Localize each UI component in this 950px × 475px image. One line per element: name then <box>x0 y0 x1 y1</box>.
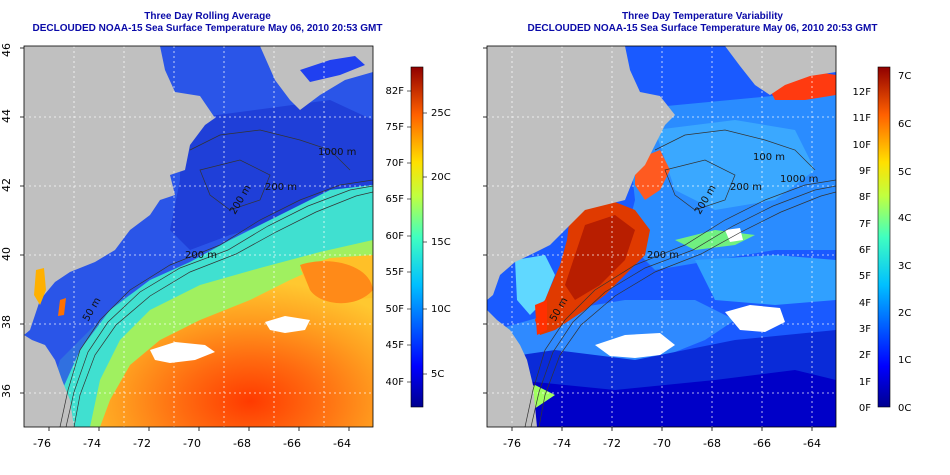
contour-label: 1000 m <box>318 147 356 158</box>
sst-variability-map: 50 m 200 m 200 m 200 m 100 m 1000 m 36 3… <box>475 43 911 450</box>
panel-title: Three Day Rolling Average <box>144 11 271 22</box>
lon-label: -66 <box>753 437 771 450</box>
lat-label: 42 <box>475 178 476 192</box>
colorbar-label-c: 7C <box>898 71 911 82</box>
lon-axis: -76 -74 -72 -70 -68 -66 -64 <box>33 427 351 450</box>
contour-label: 1000 m <box>780 174 818 185</box>
lat-label: 40 <box>0 247 13 261</box>
sst-average-panel: Three Day Rolling Average DECLOUDED NOAA… <box>0 11 451 450</box>
lat-label: 38 <box>475 315 476 329</box>
lat-label: 40 <box>475 247 476 261</box>
colorbar-label-f: 40F <box>386 377 405 388</box>
colorbar-label-c: 25C <box>431 108 451 119</box>
colorbar-label-f: 10F <box>853 140 872 151</box>
sst-average-map: 50 m 200 m 200 m 200 m 1000 m 36 38 40 4… <box>0 43 451 450</box>
lat-label: 36 <box>475 384 476 398</box>
colorbar-label-f: 7F <box>859 219 871 230</box>
lat-label: 46 <box>475 43 476 57</box>
colorbar-label-c: 1C <box>898 355 911 366</box>
lon-label: -76 <box>503 437 521 450</box>
colorbar-label-f: 3F <box>859 324 871 335</box>
lon-label: -74 <box>553 437 571 450</box>
lat-axis: 36 38 40 42 44 46 <box>0 43 24 398</box>
lat-label: 38 <box>0 315 13 329</box>
colorbar-label-f: 55F <box>386 267 405 278</box>
colorbar-label-f: 82F <box>386 86 405 97</box>
panel-subtitle: DECLOUDED NOAA-15 Sea Surface Temperatur… <box>527 23 878 34</box>
colorbar-label-c: 3C <box>898 261 911 272</box>
colorbar-label-c: 10C <box>431 304 451 315</box>
lon-label: -70 <box>183 437 201 450</box>
colorbar-label-c: 5C <box>431 369 444 380</box>
lon-label: -64 <box>803 437 821 450</box>
panel-subtitle: DECLOUDED NOAA-15 Sea Surface Temperatur… <box>32 23 383 34</box>
colorbar-label-f: 60F <box>386 231 405 242</box>
colorbar-label-c: 15C <box>431 237 451 248</box>
lat-axis: 36 38 40 42 44 46 <box>475 43 487 398</box>
colorbar-label-c: 20C <box>431 172 451 183</box>
colorbar-label-f: 6F <box>859 245 871 256</box>
lon-label: -68 <box>233 437 251 450</box>
colorbar: 82F 75F 70F 65F 60F 55F 50F 45F 40F 25C … <box>386 66 451 408</box>
lon-label: -68 <box>703 437 721 450</box>
colorbar-label-f: 2F <box>859 350 871 361</box>
colorbar: 12F 11F 10F 9F 8F 7F 6F 5F 4F 3F 2F 1F 0… <box>853 66 911 414</box>
lat-label: 42 <box>0 178 13 192</box>
lon-axis: -76 -74 -72 -70 -68 -66 -64 <box>503 427 821 450</box>
colorbar-label-f: 5F <box>859 271 871 282</box>
sst-variability-panel: Three Day Temperature Variability DECLOU… <box>475 0 950 475</box>
panel-title: Three Day Temperature Variability <box>622 11 783 22</box>
colorbar-label-f: 45F <box>386 340 405 351</box>
colorbar-label-f: 8F <box>859 192 871 203</box>
colorbar-label-c: 2C <box>898 308 911 319</box>
lon-label: -72 <box>603 437 621 450</box>
colorbar-label-f: 70F <box>386 158 405 169</box>
lon-label: -66 <box>283 437 301 450</box>
lat-label: 36 <box>0 384 13 398</box>
lat-label: 44 <box>0 109 13 123</box>
colorbar-label-f: 11F <box>853 113 872 124</box>
map-area <box>24 46 373 427</box>
colorbar-label-f: 12F <box>853 87 872 98</box>
lat-label: 46 <box>0 43 13 57</box>
lon-label: -70 <box>653 437 671 450</box>
colorbar-label-c: 4C <box>898 213 911 224</box>
colorbar-label-f: 1F <box>859 377 871 388</box>
lon-label: -74 <box>83 437 101 450</box>
colorbar-label-f: 75F <box>386 122 405 133</box>
contour-label: 200 m <box>185 250 217 261</box>
lon-label: -76 <box>33 437 51 450</box>
contour-label: 200 m <box>730 182 762 193</box>
colorbar-label-f: 4F <box>859 298 871 309</box>
colorbar-label-f: 9F <box>859 166 871 177</box>
colorbar-label-f: 65F <box>386 194 405 205</box>
colorbar-label-c: 5C <box>898 167 911 178</box>
contour-label: 100 m <box>753 152 785 163</box>
colorbar-label-c: 6C <box>898 119 911 130</box>
contour-label: 200 m <box>265 182 297 193</box>
colorbar-label-f: 0F <box>859 403 871 414</box>
lon-label: -64 <box>333 437 351 450</box>
map-area <box>487 46 836 427</box>
colorbar-label-f: 50F <box>386 304 405 315</box>
lat-label: 44 <box>475 109 476 123</box>
contour-label: 200 m <box>647 250 679 261</box>
lon-label: -72 <box>133 437 151 450</box>
colorbar-label-c: 0C <box>898 403 911 414</box>
